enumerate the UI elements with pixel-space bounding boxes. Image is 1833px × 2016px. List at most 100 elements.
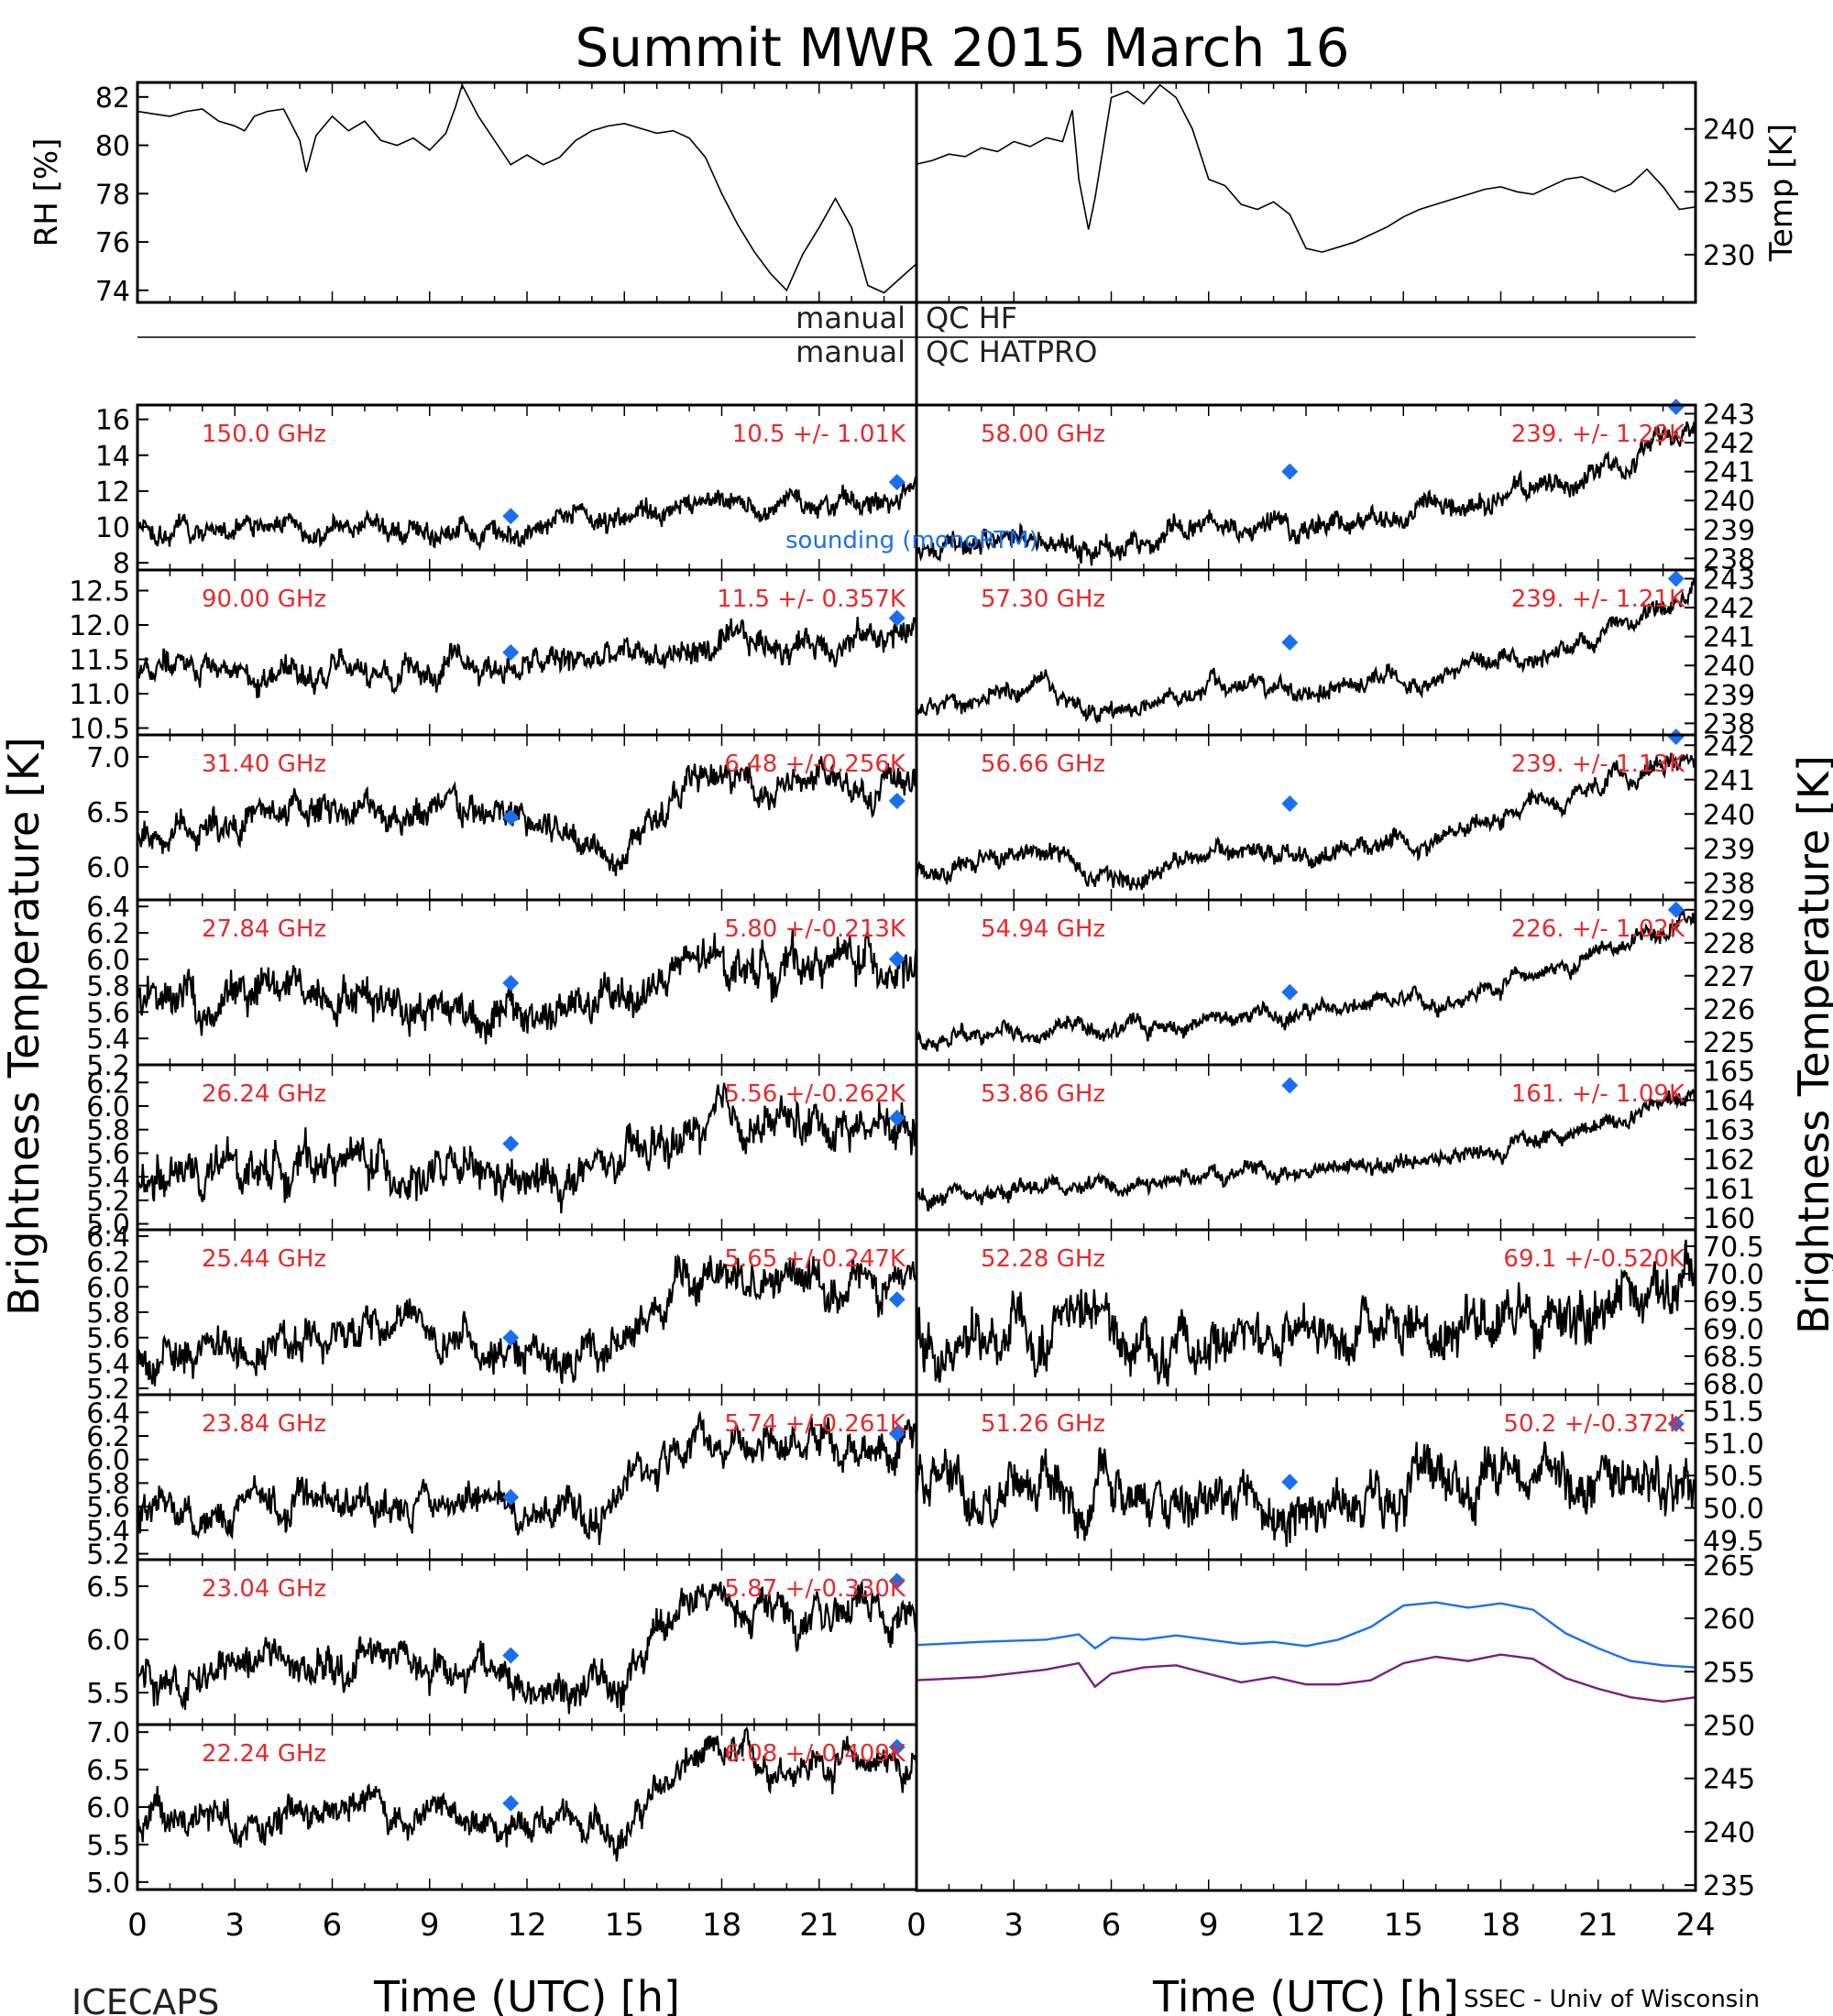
temp-y-ticks: 240 235 230 xyxy=(916,82,1755,302)
y-tick-label: 8 xyxy=(113,548,130,580)
y-tick-label: 6.4 xyxy=(86,892,130,924)
channel-stats-label: 10.5 +/- 1.01K xyxy=(732,421,906,448)
sounding-marker xyxy=(888,1109,906,1126)
y-tick-label: 228 xyxy=(1703,928,1755,960)
sounding-marker xyxy=(502,1488,520,1506)
channel-frequency-label: 150.0 GHz xyxy=(202,421,326,448)
y-tick-label: 50.5 xyxy=(1703,1461,1764,1493)
y-tick-label: 5.5 xyxy=(86,1678,130,1710)
y-tick-label: 50.0 xyxy=(1703,1494,1764,1526)
sounding-marker xyxy=(1281,1077,1299,1094)
channel-stats-label: 5.65 +/-0.247K xyxy=(724,1245,906,1273)
x-tick-label: 21 xyxy=(1578,1907,1618,1944)
sounding-marker xyxy=(502,1647,520,1664)
y-tick-label: 76 xyxy=(95,227,130,259)
channel-stats-label: 239. +/- 1.21K xyxy=(1511,586,1685,613)
channel-frequency-label: 52.28 GHz xyxy=(981,1245,1105,1273)
x-tick-label: 0 xyxy=(906,1907,927,1944)
y-tick-label: 5.8 xyxy=(86,1115,130,1147)
y-tick-label: 165 xyxy=(1703,1056,1755,1088)
y-tick-label: 5.0 xyxy=(86,1210,130,1242)
figure-title: Summit MWR 2015 March 16 xyxy=(575,16,1349,79)
y-tick-label: 5.2 xyxy=(86,1050,130,1082)
sounding-marker xyxy=(1667,399,1685,415)
y-tick-label: 250 xyxy=(1703,1711,1755,1743)
y-tick-label: 164 xyxy=(1703,1086,1755,1118)
brightness-temperature-trace xyxy=(136,1254,917,1386)
y-tick-label: 5.2 xyxy=(86,1374,130,1406)
y-tick-label: 242 xyxy=(1703,593,1755,625)
y-tick-label: 240 xyxy=(1703,1817,1755,1849)
sounding-marker xyxy=(502,974,520,992)
sounding-marker xyxy=(1667,1415,1685,1432)
y-tick-label: 245 xyxy=(1703,1764,1755,1796)
brightness-temperature-trace xyxy=(136,617,918,698)
y-tick-label: 241 xyxy=(1703,765,1755,797)
qc-strip: manual QC HF manual QC HATPRO xyxy=(137,301,1696,405)
y-tick-label: 235 xyxy=(1703,1870,1755,1902)
right-side-label: Brightness Temperature [K] xyxy=(1789,755,1833,1334)
y-tick-label: 7.0 xyxy=(86,1717,130,1749)
y-tick-label: 11.5 xyxy=(69,645,130,677)
x-tick-label: 15 xyxy=(605,1907,644,1944)
brightness-temperature-trace xyxy=(915,1088,1696,1212)
y-tick-label: 6.0 xyxy=(86,945,130,977)
temp-line xyxy=(916,83,1696,253)
channel-frequency-label: 53.86 GHz xyxy=(981,1080,1105,1108)
channel-frequency-label: 54.94 GHz xyxy=(981,915,1105,943)
y-tick-label: 239 xyxy=(1703,515,1755,547)
y-tick-label: 5.2 xyxy=(86,1186,130,1218)
y-tick-label: 6.0 xyxy=(86,1272,130,1304)
sounding-marker xyxy=(1281,983,1299,1001)
y-tick-label: 160 xyxy=(1703,1203,1755,1235)
y-tick-label: 5.4 xyxy=(86,1162,130,1194)
qc-hf-manual: manual xyxy=(796,301,906,335)
sounding-marker xyxy=(1281,633,1299,651)
channel-stats-label: 6.48 +/-0.256K xyxy=(724,751,906,778)
y-tick-label: 6.5 xyxy=(86,797,130,829)
x-tick-label: 18 xyxy=(1481,1907,1520,1944)
y-tick-label: 5.6 xyxy=(86,1492,130,1524)
y-tick-label: 14 xyxy=(95,441,130,473)
brightness-temperature-trace xyxy=(136,1409,918,1546)
y-tick-label: 6.0 xyxy=(86,1445,130,1477)
y-tick-label: 5.5 xyxy=(86,1830,130,1862)
sounding-marker xyxy=(888,1291,906,1309)
y-tick-label: 10.5 xyxy=(69,714,130,746)
y-tick-label: 6.4 xyxy=(86,1222,130,1254)
y-tick-label: 6.0 xyxy=(86,852,130,884)
channel-panel-ch2384: 6.46.26.05.85.65.45.2 23.84 GHz 5.74 +/-0.… xyxy=(86,1393,918,1572)
channel-frequency-label: 58.00 GHz xyxy=(981,421,1105,448)
y-tick-label: 74 xyxy=(95,276,130,308)
y-tick-label: 229 xyxy=(1703,895,1755,927)
y-tick-label: 227 xyxy=(1703,961,1755,993)
channel-frequency-label: 51.26 GHz xyxy=(981,1410,1105,1438)
channel-stats-label: 239. +/- 1.13K xyxy=(1511,751,1685,778)
qc-hatpro-manual: manual xyxy=(796,334,906,369)
sounding-marker xyxy=(502,809,520,826)
y-tick-label: 5.2 xyxy=(86,1539,130,1572)
y-tick-label: 10 xyxy=(95,512,130,544)
y-tick-label: 12.5 xyxy=(69,576,130,608)
temp-panel: 240 235 230 Temp [K] xyxy=(915,81,1800,304)
y-tick-label: 226 xyxy=(1703,994,1755,1026)
y-tick-label: 6.0 xyxy=(86,1091,130,1123)
brightness-temperature-trace xyxy=(136,477,918,552)
sounding-marker xyxy=(502,1135,520,1153)
qc-hatpro-label: QC HATPRO xyxy=(926,334,1097,369)
y-tick-label: 241 xyxy=(1703,457,1755,489)
brightness-temperature-trace xyxy=(915,1239,1697,1387)
channel-stats-label: 6.08 +/-0.409K xyxy=(724,1740,906,1768)
channel-stats-label: 5.80 +/-0.213K xyxy=(724,915,906,943)
sounding-marker xyxy=(888,1425,906,1442)
y-tick-label: 260 xyxy=(1703,1604,1755,1636)
sounding-marker xyxy=(888,474,906,491)
rh-panel-frame xyxy=(136,81,918,304)
sounding-marker xyxy=(1667,901,1685,918)
y-tick-label: 255 xyxy=(1703,1657,1755,1689)
rh-line xyxy=(137,82,917,294)
